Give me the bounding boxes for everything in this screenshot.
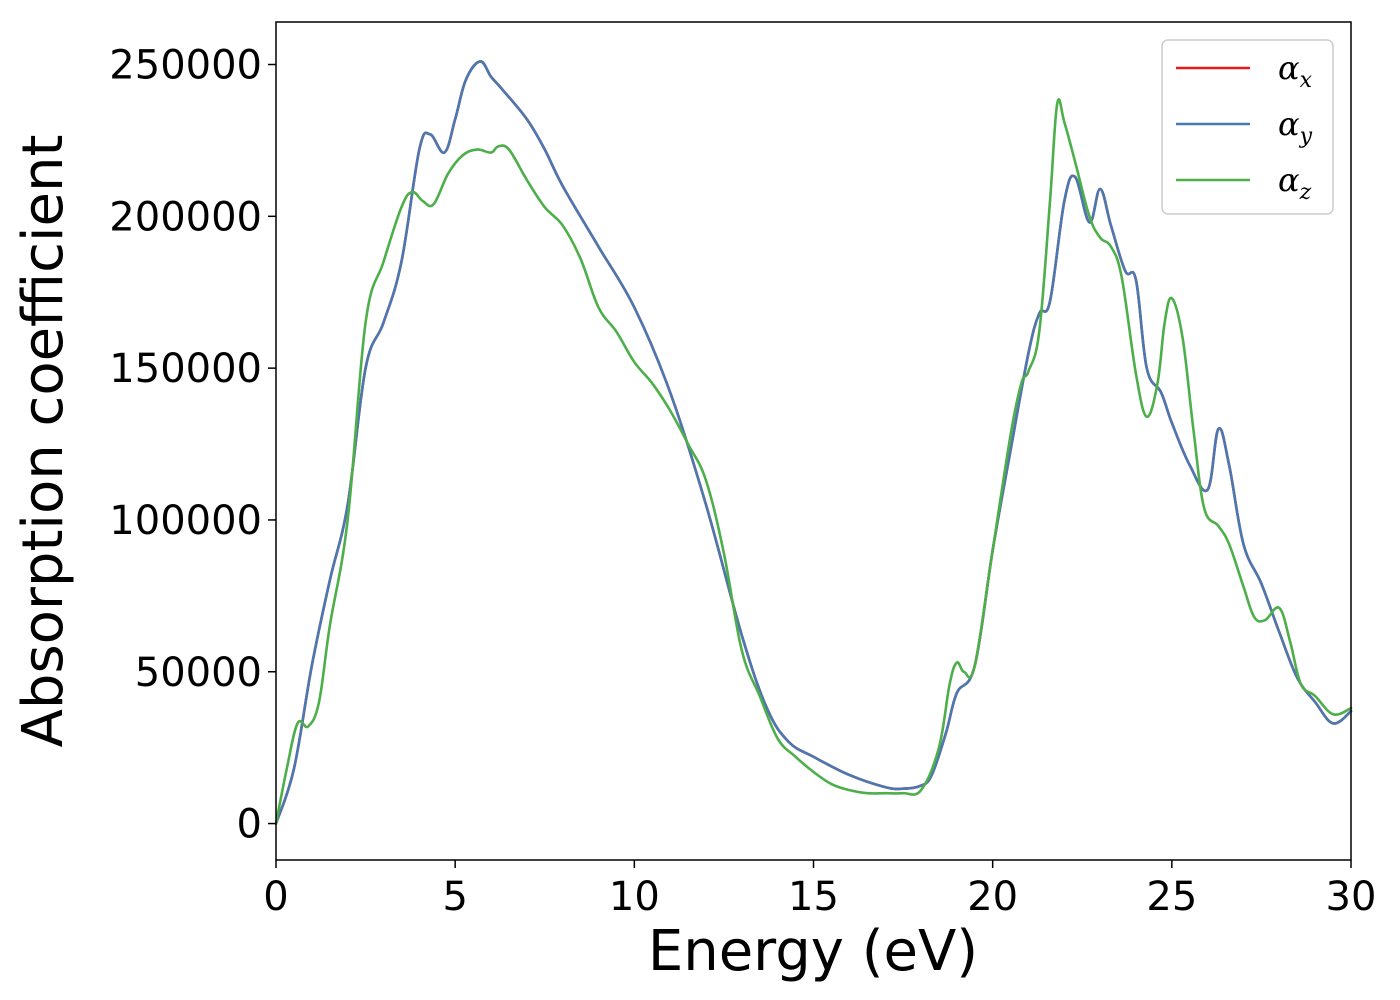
series-line-alpha-z bbox=[274, 98, 1353, 825]
x-axis-ticks: 0 5 10 15 20 25 30 bbox=[263, 860, 1376, 920]
series-lines bbox=[274, 60, 1353, 825]
legend-subscript: z bbox=[1299, 180, 1312, 205]
x-tick-label: 15 bbox=[788, 874, 839, 920]
x-axis-title: Energy (eV) bbox=[648, 919, 978, 984]
y-tick-label: 200000 bbox=[109, 194, 262, 240]
legend-symbol: α bbox=[1278, 105, 1300, 143]
y-tick-label: 0 bbox=[237, 802, 262, 848]
legend-label-alpha-x: αx bbox=[1278, 49, 1313, 93]
legend-box bbox=[1161, 39, 1334, 215]
x-tick-label: 20 bbox=[967, 874, 1018, 920]
y-tick-label: 250000 bbox=[109, 43, 262, 89]
legend-symbol: α bbox=[1278, 161, 1300, 199]
x-tick-label: 30 bbox=[1326, 874, 1377, 920]
legend-subscript: x bbox=[1300, 68, 1313, 93]
legend-label-alpha-z: αz bbox=[1278, 161, 1312, 205]
legend-subscript: y bbox=[1299, 124, 1313, 149]
x-tick-label: 25 bbox=[1146, 874, 1197, 920]
legend-label-alpha-y: αy bbox=[1278, 105, 1313, 149]
series-line-alpha-y bbox=[274, 60, 1353, 825]
y-tick-label: 100000 bbox=[109, 498, 262, 544]
legend-symbol: α bbox=[1278, 49, 1300, 87]
y-tick-label: 150000 bbox=[109, 346, 262, 392]
y-axis-title: Absorption coefficient bbox=[11, 135, 76, 748]
x-tick-label: 5 bbox=[442, 874, 467, 920]
y-axis-ticks: 0 50000 100000 150000 200000 250000 bbox=[109, 43, 276, 848]
x-tick-label: 0 bbox=[263, 874, 288, 920]
x-tick-label: 10 bbox=[609, 874, 660, 920]
y-tick-label: 50000 bbox=[135, 650, 262, 696]
